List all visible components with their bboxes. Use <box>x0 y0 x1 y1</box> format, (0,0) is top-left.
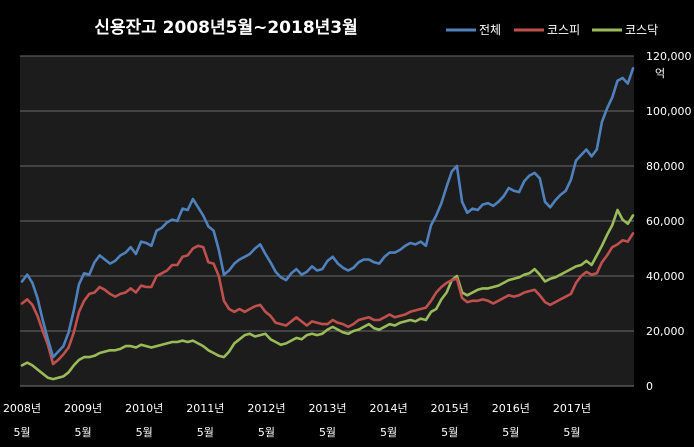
y-axis-ticks: 0 20,000 40,000 60,000 80,000 100,000 120,000 <box>646 50 692 393</box>
x-tick-month: 5월 <box>502 426 519 439</box>
x-tick-month: 5월 <box>319 426 336 439</box>
legend-label: 코스피 <box>547 23 580 37</box>
series-line-코스피 <box>20 232 635 366</box>
x-tick-year: 2014년 <box>370 402 408 415</box>
series-layer <box>20 67 635 381</box>
x-tick-month: 5월 <box>13 426 30 439</box>
x-tick-year: 2015년 <box>431 402 469 415</box>
x-axis-ticks: 2008년 5월 2009년 5월 2010년 5월 2011년 5월 2012년 5월 2013년… <box>3 402 591 439</box>
x-tick-year: 2008년 <box>3 402 41 415</box>
y-tick-label: 120,000 <box>646 50 692 63</box>
y-tick-label: 60,000 <box>646 215 685 228</box>
x-tick-year: 2010년 <box>125 402 163 415</box>
x-tick-month: 5월 <box>258 426 275 439</box>
x-tick-year: 2013년 <box>308 402 346 415</box>
y-tick-label: 80,000 <box>646 160 685 173</box>
legend: 전체 코스피 코스닥 <box>446 23 658 37</box>
x-tick-year: 2012년 <box>247 402 285 415</box>
y-axis-unit: 억 <box>655 67 665 80</box>
x-tick-month: 5월 <box>197 426 214 439</box>
x-tick-month: 5월 <box>136 426 153 439</box>
x-tick-year: 2017년 <box>553 402 591 415</box>
x-tick-year: 2016년 <box>492 402 530 415</box>
chart-title: 신용잔고 2008년5월~2018년3월 <box>94 18 358 38</box>
y-tick-label: 100,000 <box>646 105 692 118</box>
x-tick-month: 5월 <box>563 426 580 439</box>
y-tick-label: 0 <box>646 380 653 393</box>
legend-label: 전체 <box>479 23 501 37</box>
x-tick-month: 5월 <box>441 426 458 439</box>
x-tick-month: 5월 <box>75 426 92 439</box>
x-tick-month: 5월 <box>380 426 397 439</box>
y-tick-label: 20,000 <box>646 325 685 338</box>
x-tick-year: 2009년 <box>64 402 102 415</box>
y-tick-label: 40,000 <box>646 270 685 283</box>
series-line-전체 <box>20 67 635 359</box>
series-line-코스닥 <box>20 208 635 381</box>
gridlines <box>20 55 634 387</box>
x-tick-year: 2011년 <box>186 402 224 415</box>
legend-label: 코스닥 <box>625 23 658 37</box>
